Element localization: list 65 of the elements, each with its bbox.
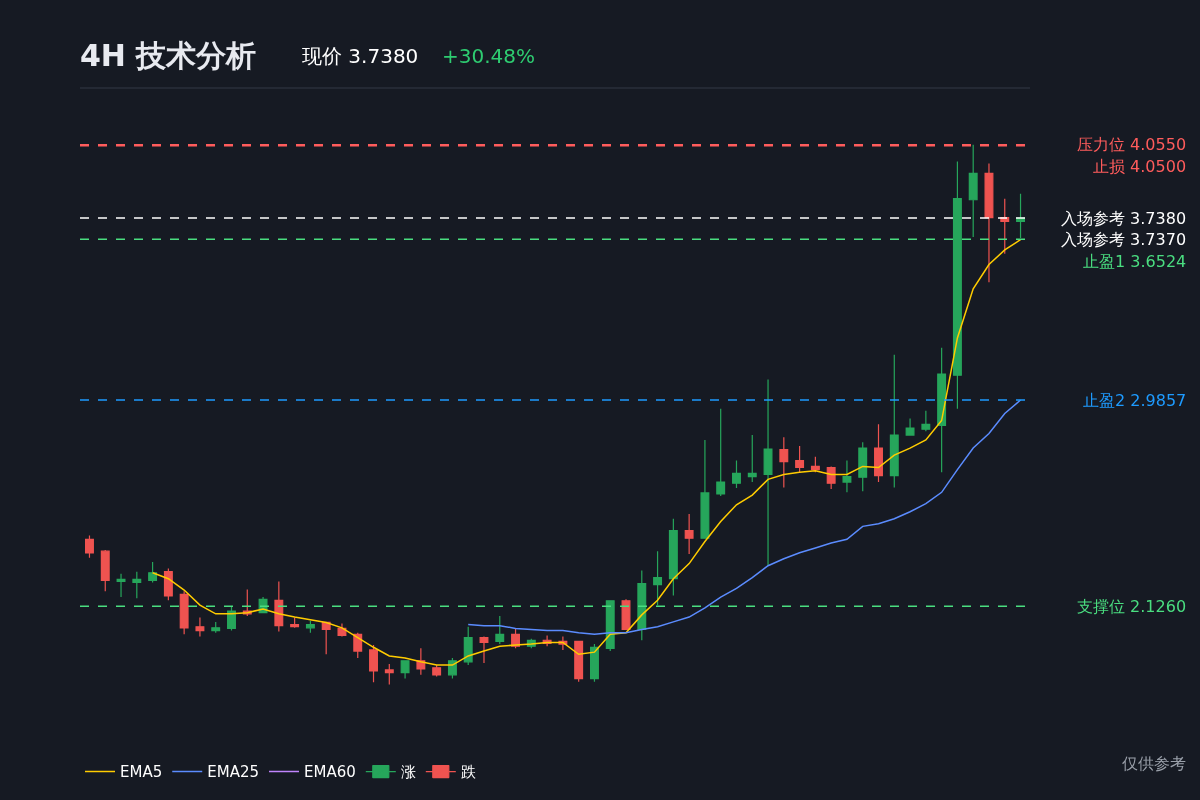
candlestick	[763, 378, 773, 567]
candlestick	[984, 162, 994, 283]
text: +30.48%	[442, 44, 536, 68]
ref-line-label: 止损 4.0500	[1093, 157, 1187, 176]
candlestick	[305, 620, 315, 634]
candlestick	[337, 622, 347, 638]
candlestick	[842, 459, 852, 493]
candlestick	[716, 408, 726, 497]
candlestick	[747, 434, 757, 483]
ref-line-label: 止盈2 2.9857	[1083, 391, 1187, 410]
candlestick	[826, 465, 836, 490]
candlestick	[905, 417, 915, 436]
candlestick	[795, 445, 805, 473]
candlestick	[353, 632, 363, 659]
legend-label: EMA25	[207, 763, 260, 782]
candlestick	[810, 456, 820, 473]
candlestick	[479, 635, 489, 664]
candlestick	[227, 605, 236, 632]
candlestick	[574, 640, 584, 683]
legend-label: 涨	[400, 763, 416, 782]
candlestick	[148, 561, 158, 584]
legend-label: EMA60	[304, 763, 356, 782]
candlestick	[495, 615, 505, 645]
text: 仅供参考	[1122, 754, 1186, 773]
chart-title: 4H 技术分析	[80, 37, 257, 73]
candlestick	[732, 459, 741, 489]
candlestick	[637, 570, 647, 641]
candlestick	[116, 573, 126, 598]
candlestick	[85, 534, 94, 559]
ref-line-label: 压力位 4.0550	[1077, 135, 1187, 154]
candlestick	[874, 423, 883, 483]
candlestick	[668, 518, 678, 597]
candlestick	[179, 590, 189, 635]
candlestick	[1016, 193, 1025, 239]
text: 入场参考 3.7370	[1061, 230, 1187, 249]
ref-line-label: 入场参考 3.7380	[1061, 209, 1187, 228]
candlestick	[952, 160, 962, 410]
candlestick	[589, 643, 599, 683]
candlestick	[779, 436, 789, 489]
candlestick	[684, 513, 694, 555]
candlestick	[858, 441, 868, 492]
candlestick	[211, 621, 221, 634]
candlestick	[384, 663, 394, 686]
candlestick	[463, 626, 473, 666]
candlestick	[163, 567, 173, 601]
candlestick	[274, 580, 284, 633]
candlestick	[968, 144, 978, 238]
candlestick	[369, 644, 378, 683]
candlestick	[400, 659, 410, 680]
candlestick	[432, 664, 442, 678]
candlestick	[321, 621, 331, 655]
legend-label: 跌	[460, 763, 476, 782]
candlestick	[889, 354, 899, 489]
candlestick	[100, 549, 110, 592]
legend-label: EMA5	[120, 763, 163, 782]
candlestick	[937, 347, 947, 473]
candlestick	[653, 550, 663, 606]
candlestick	[921, 410, 931, 432]
ref-line-label: 支撑位 2.1260	[1077, 597, 1187, 616]
candlestick	[132, 571, 142, 599]
candlestick	[700, 439, 710, 539]
candlestick	[621, 598, 631, 631]
candlestick	[195, 616, 205, 638]
ref-line-label: 止盈1 3.6524	[1083, 252, 1187, 271]
text: 现价 3.7380	[302, 44, 419, 68]
